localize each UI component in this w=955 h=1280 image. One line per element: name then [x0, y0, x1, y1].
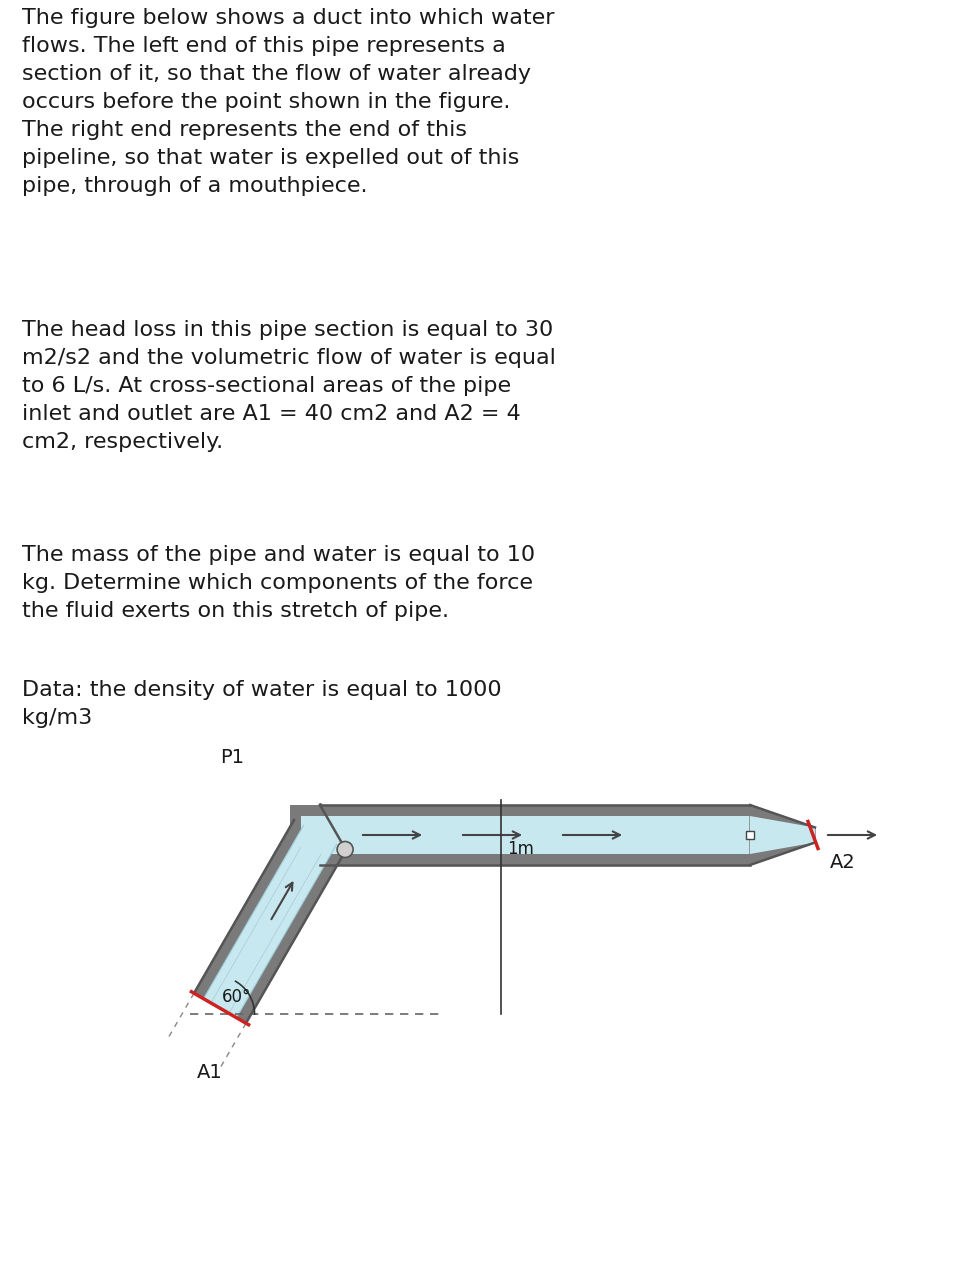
Polygon shape [320, 817, 750, 854]
Text: The head loss in this pipe section is equal to 30
m2/s2 and the volumetric flow : The head loss in this pipe section is eq… [22, 320, 556, 452]
Polygon shape [746, 831, 753, 838]
Circle shape [337, 841, 353, 858]
Text: The figure below shows a duct into which water
flows. The left end of this pipe : The figure below shows a duct into which… [22, 8, 555, 196]
Polygon shape [750, 817, 815, 854]
Polygon shape [194, 820, 346, 1023]
Text: P1: P1 [220, 748, 244, 767]
Polygon shape [203, 826, 336, 1018]
Polygon shape [211, 829, 329, 1014]
Polygon shape [320, 805, 750, 865]
Text: 60°: 60° [222, 988, 251, 1006]
Text: 1m: 1m [508, 840, 535, 858]
Polygon shape [290, 805, 350, 865]
Polygon shape [301, 817, 339, 854]
Text: A1: A1 [197, 1064, 223, 1082]
Text: Data: the density of water is equal to 1000
kg/m3: Data: the density of water is equal to 1… [22, 680, 501, 728]
Text: The mass of the pipe and water is equal to 10
kg. Determine which components of : The mass of the pipe and water is equal … [22, 545, 535, 621]
Polygon shape [750, 805, 815, 865]
Text: A2: A2 [830, 852, 856, 872]
